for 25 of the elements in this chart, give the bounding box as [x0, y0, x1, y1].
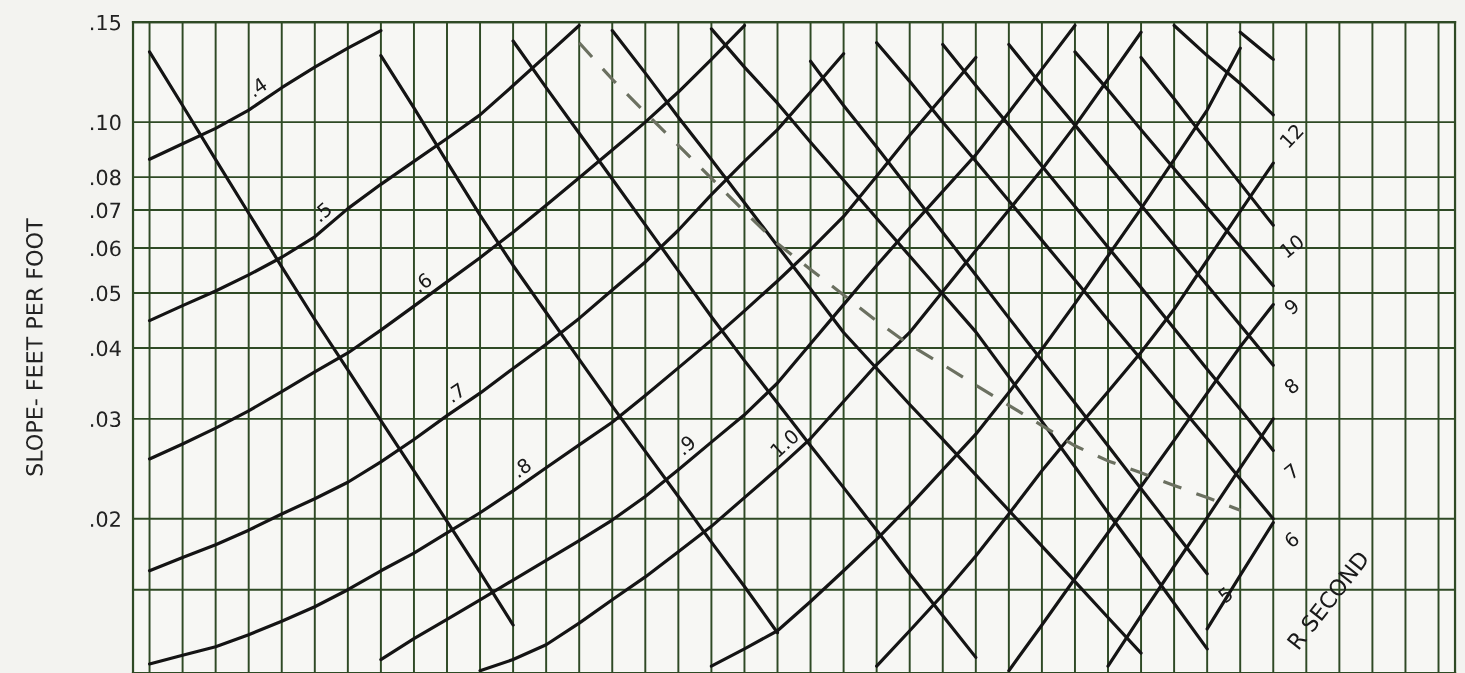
text: 5	[1217, 586, 1234, 604]
text: .9	[675, 434, 697, 456]
y-tick-label: .03	[91, 411, 121, 428]
y-tick-label: .07	[91, 202, 121, 219]
text: 8	[1283, 377, 1301, 395]
text: .5	[312, 201, 333, 223]
text: 6	[1283, 530, 1301, 549]
text: .8	[511, 457, 533, 478]
text: 7	[1283, 462, 1300, 480]
y-tick-label: .15	[91, 14, 121, 31]
text: .6	[411, 271, 433, 293]
text: 9	[1283, 297, 1301, 316]
text: 10	[1279, 233, 1305, 259]
y-tick-label: .02	[91, 511, 120, 528]
text: 12	[1279, 123, 1304, 149]
y-tick-label: .06	[91, 240, 121, 257]
text: 1.0	[769, 428, 800, 458]
y-tick-label: .08	[91, 169, 121, 186]
text: .4	[247, 76, 268, 98]
text: .7	[445, 382, 466, 403]
line-series	[577, 41, 1242, 512]
y-tick-label: .05	[91, 285, 121, 302]
y-axis-title: SLOPE- FEET PER FOOT	[26, 218, 43, 476]
y-tick-label: .04	[91, 340, 121, 357]
y-tick-label: .10	[91, 114, 121, 131]
